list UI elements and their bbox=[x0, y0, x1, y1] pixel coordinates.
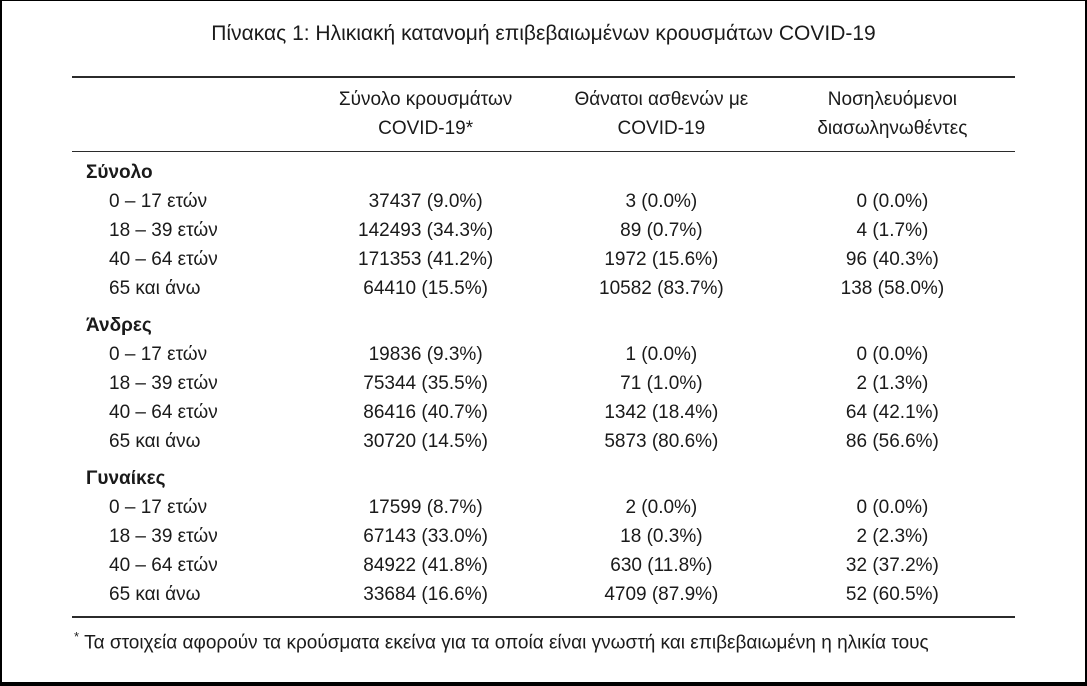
header-cell-cases: Σύνολο κρουσμάτων COVID-19* bbox=[298, 77, 553, 152]
header-cell-deaths: Θάνατοι ασθενών με COVID-19 bbox=[552, 77, 770, 152]
age-group-label: 0 – 17 ετών bbox=[109, 344, 208, 365]
deaths-value: 1972 (15.6%) bbox=[604, 249, 719, 270]
cases-value: 19836 (9.3%) bbox=[368, 344, 483, 365]
table-row: 40 – 64 ετών 84922 (41.8%) 630 (11.8%) 3… bbox=[72, 551, 1015, 580]
table-row: 18 – 39 ετών 75344 (35.5%) 71 (1.0%) 2 (… bbox=[72, 369, 1015, 398]
section-label: Άνδρες bbox=[86, 315, 152, 336]
footnote-marker: * bbox=[74, 629, 80, 644]
header-cases-line1: Σύνολο κρουσμάτων bbox=[338, 89, 513, 110]
deaths-value: 1 (0.0%) bbox=[625, 344, 698, 365]
cases-value: 67143 (33.0%) bbox=[363, 526, 488, 547]
table-row: 65 και άνω 30720 (14.5%) 5873 (80.6%) 86… bbox=[72, 427, 1015, 456]
cases-value: 75344 (35.5%) bbox=[363, 373, 488, 394]
table-header: Σύνολο κρουσμάτων COVID-19* Θάνατοι ασθε… bbox=[72, 77, 1015, 152]
covid-age-distribution-table: Σύνολο κρουσμάτων COVID-19* Θάνατοι ασθε… bbox=[72, 76, 1015, 618]
intubated-value: 0 (0.0%) bbox=[856, 344, 929, 365]
deaths-value: 630 (11.8%) bbox=[610, 555, 713, 576]
cases-value: 30720 (14.5%) bbox=[363, 431, 488, 452]
section-row: Άνδρες bbox=[72, 303, 1015, 340]
table-row: 0 – 17 ετών 19836 (9.3%) 1 (0.0%) 0 (0.0… bbox=[72, 340, 1015, 369]
deaths-value: 18 (0.3%) bbox=[620, 526, 703, 547]
age-group-label: 40 – 64 ετών bbox=[109, 402, 218, 423]
intubated-value: 52 (60.5%) bbox=[845, 584, 939, 605]
age-group-label: 40 – 64 ετών bbox=[109, 249, 218, 270]
table-row: 65 και άνω 64410 (15.5%) 10582 (83.7%) 1… bbox=[72, 274, 1015, 303]
age-group-label: 65 και άνω bbox=[109, 278, 201, 299]
footnote: * Τα στοιχεία αφορούν τα κρούσματα εκείνα… bbox=[72, 624, 1015, 655]
cases-value: 142493 (34.3%) bbox=[358, 220, 494, 241]
header-cell-intubated: Νοσηλευόμενοι διασωληνωθέντες bbox=[769, 77, 1015, 152]
intubated-value: 32 (37.2%) bbox=[845, 555, 939, 576]
header-intubated-line2: διασωληνωθέντες bbox=[817, 118, 968, 139]
deaths-value: 1342 (18.4%) bbox=[604, 402, 719, 423]
deaths-value: 2 (0.0%) bbox=[625, 497, 698, 518]
cases-value: 64410 (15.5%) bbox=[363, 278, 488, 299]
cases-value: 37437 (9.0%) bbox=[368, 191, 483, 212]
table-row: 18 – 39 ετών 142493 (34.3%) 89 (0.7%) 4 … bbox=[72, 216, 1015, 245]
section-label: Γυναίκες bbox=[86, 468, 166, 489]
age-group-label: 65 και άνω bbox=[109, 431, 201, 452]
header-deaths-line2: COVID-19 bbox=[617, 118, 706, 139]
table-row: 0 – 17 ετών 37437 (9.0%) 3 (0.0%) 0 (0.0… bbox=[72, 187, 1015, 216]
table-container: Σύνολο κρουσμάτων COVID-19* Θάνατοι ασθε… bbox=[72, 76, 1015, 655]
header-deaths-line1: Θάνατοι ασθενών με bbox=[574, 89, 749, 110]
age-group-label: 65 και άνω bbox=[109, 584, 201, 605]
intubated-value: 86 (56.6%) bbox=[845, 431, 939, 452]
section-row: Γυναίκες bbox=[72, 456, 1015, 493]
age-group-label: 18 – 39 ετών bbox=[109, 526, 218, 547]
table-row: 65 και άνω 33684 (16.6%) 4709 (87.9%) 52… bbox=[72, 580, 1015, 617]
deaths-value: 3 (0.0%) bbox=[625, 191, 698, 212]
intubated-value: 138 (58.0%) bbox=[840, 278, 945, 299]
table-row: 40 – 64 ετών 171353 (41.2%) 1972 (15.6%)… bbox=[72, 245, 1015, 274]
intubated-value: 96 (40.3%) bbox=[845, 249, 939, 270]
cases-value: 84922 (41.8%) bbox=[363, 555, 488, 576]
cases-value: 86416 (40.7%) bbox=[363, 402, 488, 423]
section-label: Σύνολο bbox=[86, 162, 153, 183]
header-cases-line2: COVID-19* bbox=[378, 118, 474, 139]
age-group-label: 0 – 17 ετών bbox=[109, 191, 208, 212]
intubated-value: 2 (2.3%) bbox=[856, 526, 929, 547]
cases-value: 33684 (16.6%) bbox=[363, 584, 488, 605]
intubated-value: 0 (0.0%) bbox=[856, 191, 929, 212]
age-group-label: 40 – 64 ετών bbox=[109, 555, 218, 576]
header-intubated-line1: Νοσηλευόμενοι bbox=[827, 89, 957, 110]
intubated-value: 0 (0.0%) bbox=[856, 497, 929, 518]
intubated-value: 64 (42.1%) bbox=[845, 402, 939, 423]
table-body: Σύνολο 0 – 17 ετών 37437 (9.0%) 3 (0.0%)… bbox=[72, 152, 1015, 618]
cases-value: 171353 (41.2%) bbox=[358, 249, 494, 270]
intubated-value: 4 (1.7%) bbox=[856, 220, 929, 241]
deaths-value: 5873 (80.6%) bbox=[604, 431, 719, 452]
table-row: 0 – 17 ετών 17599 (8.7%) 2 (0.0%) 0 (0.0… bbox=[72, 493, 1015, 522]
table-row: 40 – 64 ετών 86416 (40.7%) 1342 (18.4%) … bbox=[72, 398, 1015, 427]
header-cell-empty bbox=[72, 77, 299, 152]
deaths-value: 4709 (87.9%) bbox=[604, 584, 719, 605]
cases-value: 17599 (8.7%) bbox=[368, 497, 483, 518]
age-group-label: 0 – 17 ετών bbox=[109, 497, 208, 518]
deaths-value: 71 (1.0%) bbox=[620, 373, 703, 394]
footnote-text: Τα στοιχεία αφορούν τα κρούσματα εκείνα … bbox=[84, 632, 929, 654]
deaths-value: 89 (0.7%) bbox=[620, 220, 703, 241]
age-group-label: 18 – 39 ετών bbox=[109, 220, 218, 241]
table-row: 18 – 39 ετών 67143 (33.0%) 18 (0.3%) 2 (… bbox=[72, 522, 1015, 551]
deaths-value: 10582 (83.7%) bbox=[599, 278, 724, 299]
intubated-value: 2 (1.3%) bbox=[856, 373, 929, 394]
table-title: Πίνακας 1: Ηλικιακή κατανομή επιβεβαιωμέ… bbox=[211, 22, 876, 45]
section-row: Σύνολο bbox=[72, 152, 1015, 188]
header-row: Σύνολο κρουσμάτων COVID-19* Θάνατοι ασθε… bbox=[72, 77, 1015, 152]
age-group-label: 18 – 39 ετών bbox=[109, 373, 218, 394]
